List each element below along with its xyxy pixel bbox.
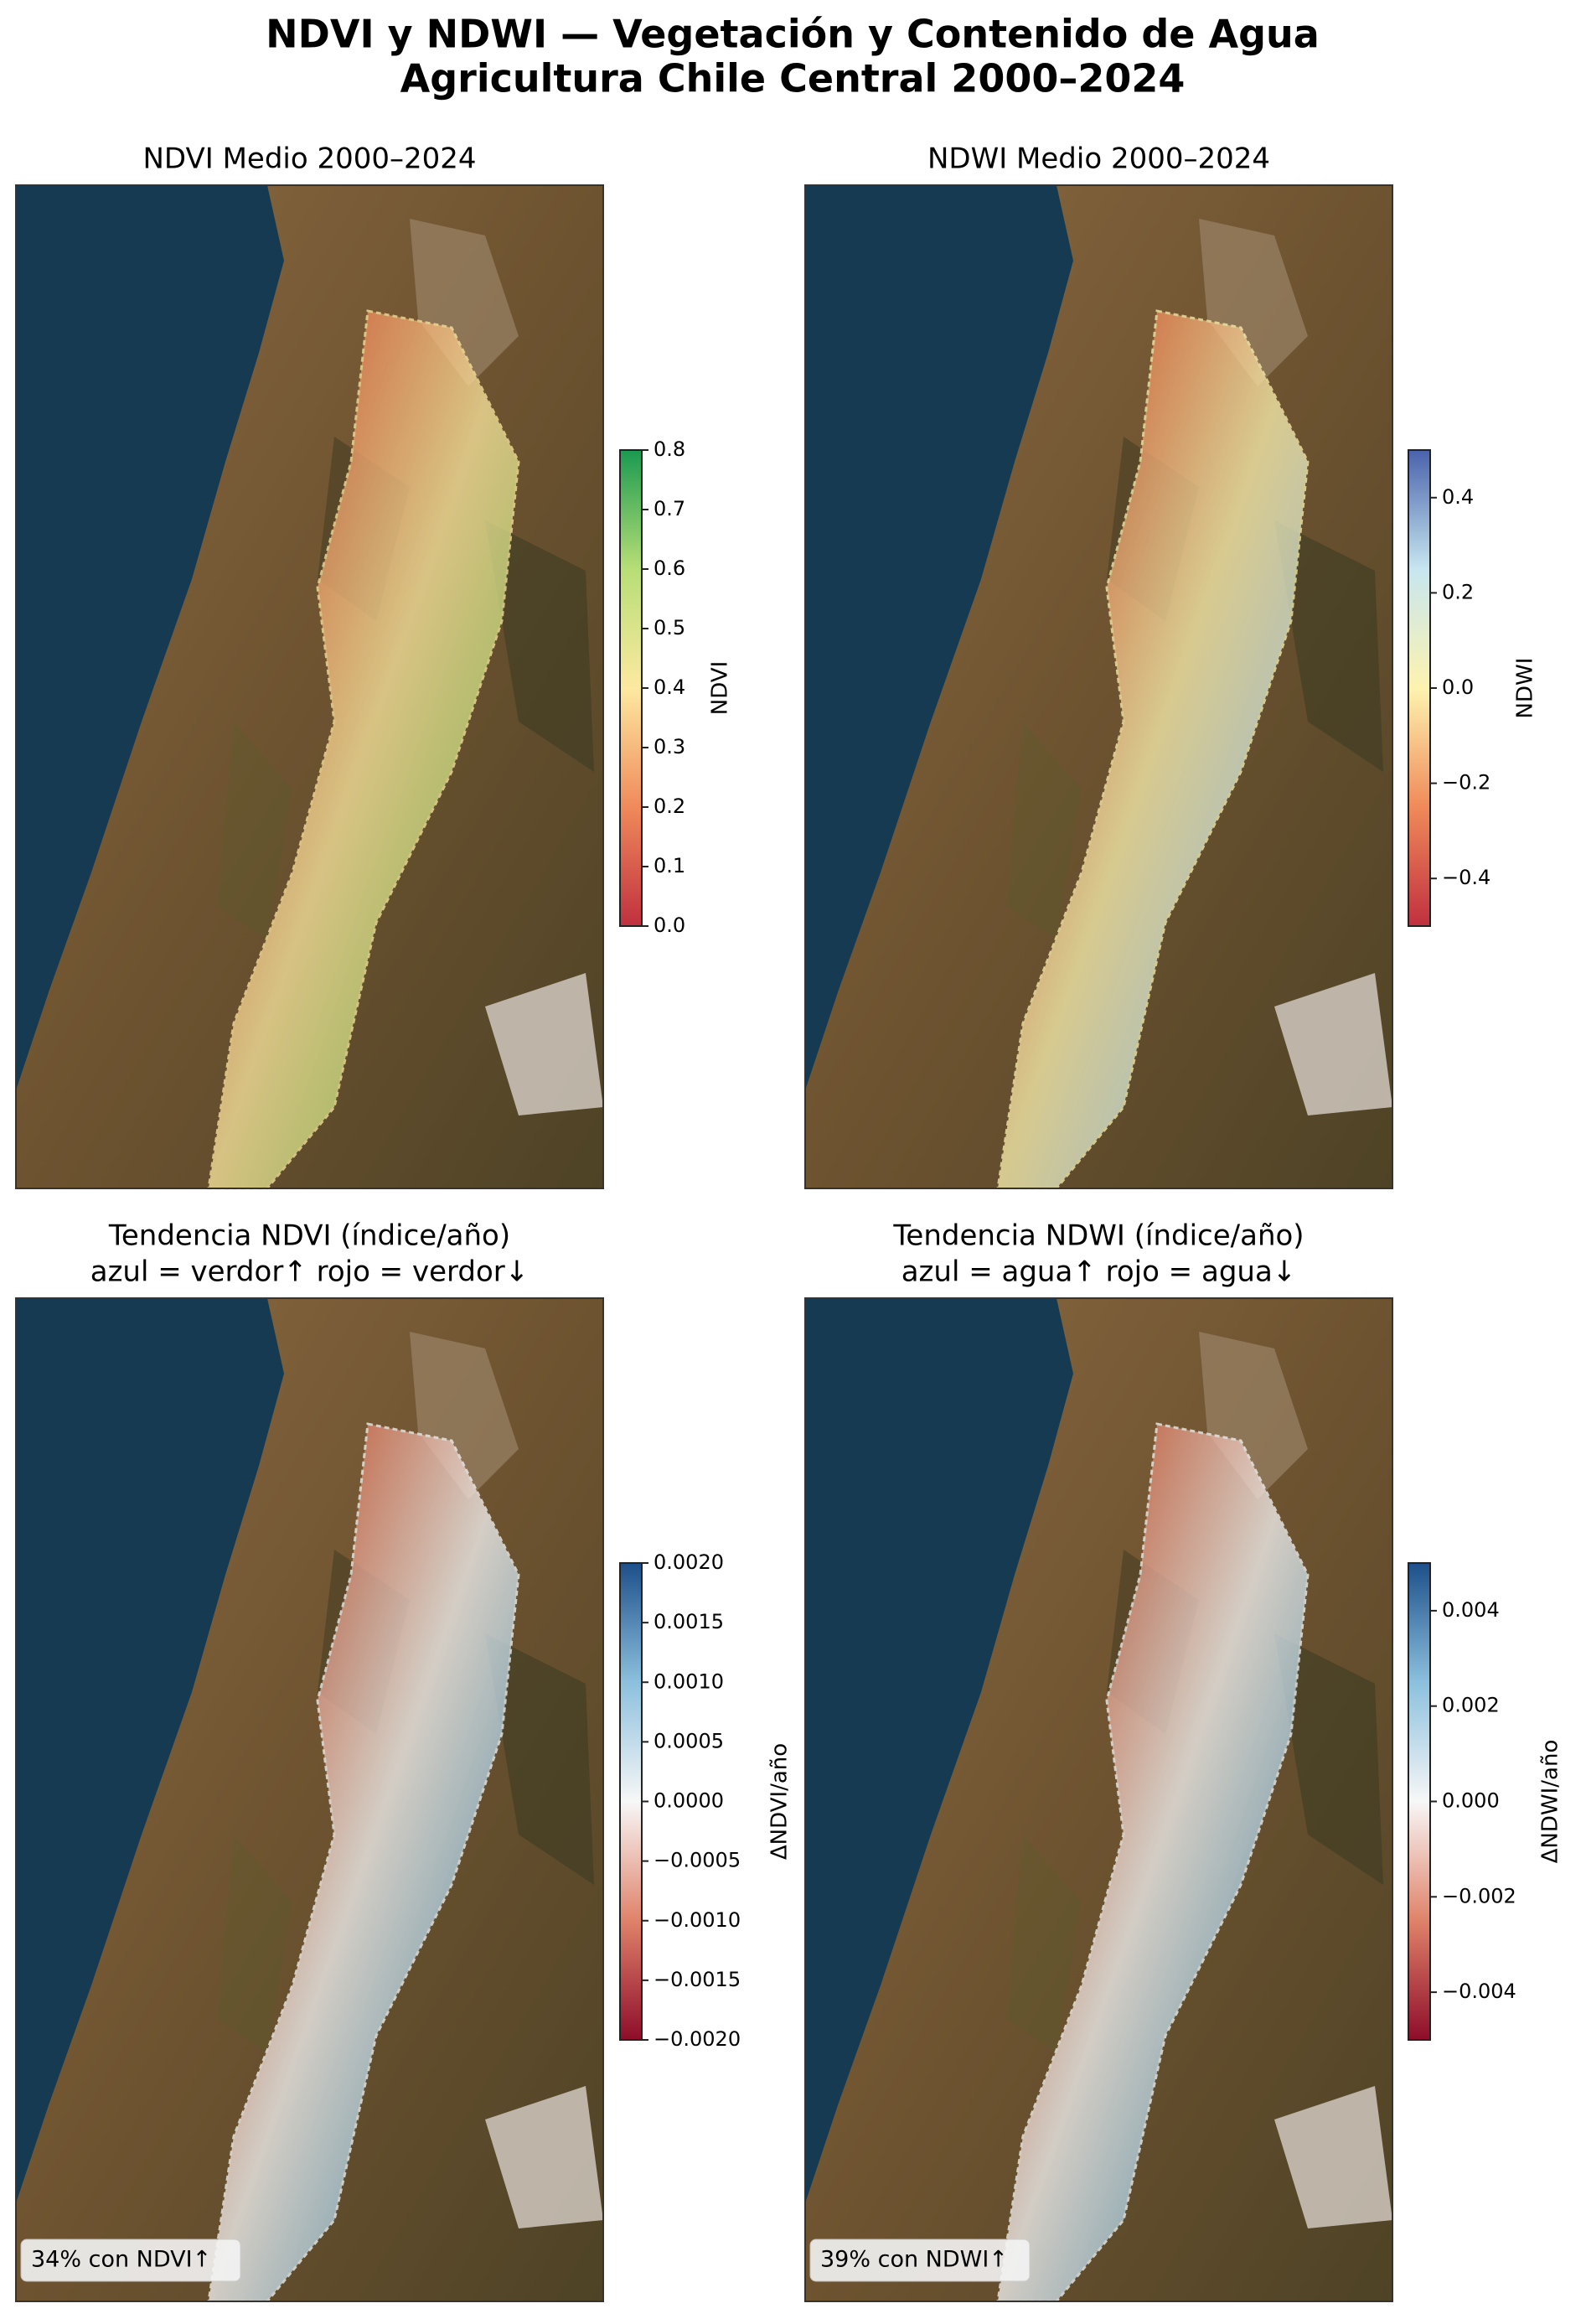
colorbar-tick-label: −0.2 — [1442, 771, 1490, 795]
annotation: 39% con NDWI↑ — [820, 2247, 1008, 2273]
colorbar — [1408, 1562, 1431, 2041]
colorbar-tick-label: −0.4 — [1442, 866, 1490, 889]
colorbar-tick-label: 0.0010 — [654, 1669, 724, 1693]
annotation-box — [20, 2239, 241, 2282]
panel-title: Tendencia NDVI (índice/año) — [108, 1219, 510, 1253]
colorbar-tick-label: 0.0005 — [654, 1729, 724, 1752]
colorbar — [619, 1562, 643, 2041]
colorbar-tick-label: 0.0 — [1442, 675, 1474, 699]
colorbar-label: ΔNDWI/año — [1538, 1740, 1563, 1864]
colorbar-label: ΔNDVI/año — [767, 1743, 793, 1860]
colorbar-tick-label: 0.0015 — [654, 1610, 724, 1633]
colorbar — [619, 449, 643, 927]
colorbar-tick-label: 0.2 — [654, 795, 685, 818]
panel-title: azul = verdor↑ rojo = verdor↓ — [90, 1255, 530, 1289]
panel-title: NDWI Medio 2000–2024 — [927, 142, 1270, 176]
colorbar-tick-label: 0.6 — [654, 556, 685, 580]
colorbar-tick-label: 0.0020 — [654, 1550, 724, 1574]
map-frame — [15, 1297, 604, 2302]
figure-title: Agricultura Chile Central 2000–2024 — [400, 56, 1186, 101]
colorbar-tick-label: 0.4 — [654, 675, 685, 699]
annotation: 34% con NDVI↑ — [31, 2247, 211, 2273]
colorbar-tick-label: −0.0015 — [654, 1968, 741, 1991]
colorbar-tick-label: 0.0 — [654, 914, 685, 937]
map-frame — [804, 184, 1393, 1189]
annotation-box — [809, 2239, 1031, 2282]
figure-title: NDVI y NDWI — Vegetación y Contenido de … — [266, 12, 1320, 57]
panel-title: NDVI Medio 2000–2024 — [142, 142, 476, 176]
panel-title: Tendencia NDWI (índice/año) — [892, 1219, 1304, 1253]
colorbar-tick-label: 0.3 — [654, 735, 685, 758]
colorbar-tick-label: −0.004 — [1442, 1980, 1516, 2003]
colorbar-tick-label: 0.004 — [1442, 1598, 1500, 1622]
map-frame — [15, 184, 604, 1189]
panel-title: azul = agua↑ rojo = agua↓ — [901, 1255, 1297, 1289]
colorbar-tick-label: −0.0010 — [654, 1908, 741, 1932]
colorbar-tick-label: 0.8 — [654, 437, 685, 461]
colorbar-tick-label: 0.5 — [654, 616, 685, 639]
map-frame — [804, 1297, 1393, 2302]
colorbar-tick-label: 0.0000 — [654, 1789, 724, 1813]
colorbar-tick-label: 0.1 — [654, 854, 685, 877]
colorbar-tick-label: 0.2 — [1442, 580, 1474, 603]
colorbar-tick-label: 0.000 — [1442, 1789, 1500, 1813]
colorbar-label: NDWI — [1513, 658, 1538, 719]
colorbar — [1408, 449, 1431, 927]
colorbar-tick-label: −0.002 — [1442, 1884, 1516, 1907]
colorbar-tick-label: −0.0005 — [654, 1849, 741, 1872]
colorbar-tick-label: 0.002 — [1442, 1694, 1500, 1717]
colorbar-tick-label: 0.4 — [1442, 485, 1474, 509]
colorbar-tick-label: −0.0020 — [654, 2027, 741, 2051]
colorbar-label: NDVI — [708, 661, 733, 715]
colorbar-tick-label: 0.7 — [654, 497, 685, 520]
